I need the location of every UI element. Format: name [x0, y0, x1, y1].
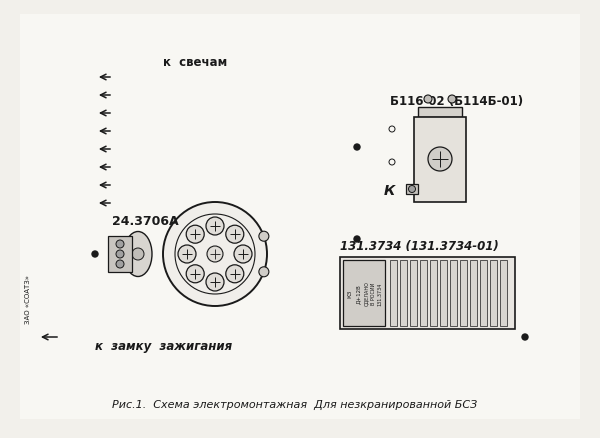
Circle shape: [354, 145, 360, 151]
Text: Д+12В: Д+12В: [356, 283, 361, 303]
Bar: [343, 261, 385, 326]
Circle shape: [424, 96, 432, 104]
Circle shape: [259, 267, 269, 277]
Circle shape: [132, 248, 144, 261]
Circle shape: [206, 218, 224, 236]
Bar: [500, 261, 507, 326]
Bar: [410, 261, 417, 326]
Circle shape: [226, 265, 244, 283]
Circle shape: [234, 245, 252, 263]
Circle shape: [354, 237, 360, 243]
Bar: [414, 118, 466, 202]
Bar: [430, 261, 437, 326]
Circle shape: [206, 273, 224, 291]
Text: 131.3734: 131.3734: [377, 282, 383, 305]
Bar: [480, 261, 487, 326]
Bar: [450, 261, 457, 326]
Bar: [390, 261, 397, 326]
Text: В РОСИИ: В РОСИИ: [371, 282, 376, 304]
Circle shape: [186, 265, 204, 283]
Circle shape: [522, 334, 528, 340]
Circle shape: [226, 226, 244, 244]
Text: 131.3734 (131.3734-01): 131.3734 (131.3734-01): [340, 240, 499, 252]
Circle shape: [116, 240, 124, 248]
Text: КЗ: КЗ: [347, 289, 353, 297]
Bar: [406, 184, 418, 194]
Bar: [470, 261, 477, 326]
Text: К: К: [384, 184, 395, 198]
Bar: [418, 108, 462, 118]
Text: Рис.1.  Схема электромонтажная  Для незкранированной БСЗ: Рис.1. Схема электромонтажная Для незкра…: [112, 399, 478, 409]
Circle shape: [409, 186, 416, 193]
Text: Б116-02 (Б114Б-01): Б116-02 (Б114Б-01): [390, 95, 523, 108]
Circle shape: [448, 96, 456, 104]
Circle shape: [207, 247, 223, 262]
Bar: [490, 261, 497, 326]
Ellipse shape: [124, 232, 152, 277]
Circle shape: [186, 226, 204, 244]
Circle shape: [428, 148, 452, 172]
Text: к  свечам: к свечам: [163, 56, 227, 69]
Circle shape: [163, 202, 267, 306]
Text: к  замку  зажигания: к замку зажигания: [95, 339, 232, 352]
Bar: [460, 261, 467, 326]
Bar: [108, 237, 132, 272]
Bar: [440, 261, 447, 326]
Text: ЗАО «СОАТЗ»: ЗАО «СОАТЗ»: [25, 275, 31, 324]
Text: СДЕЛАНО: СДЕЛАНО: [364, 281, 368, 306]
Circle shape: [178, 245, 196, 263]
Bar: [420, 261, 427, 326]
Bar: [400, 261, 407, 326]
Circle shape: [116, 261, 124, 268]
Text: 24.3706А: 24.3706А: [112, 215, 179, 227]
Circle shape: [92, 251, 98, 258]
Circle shape: [116, 251, 124, 258]
Circle shape: [259, 232, 269, 242]
Bar: [340, 258, 515, 329]
